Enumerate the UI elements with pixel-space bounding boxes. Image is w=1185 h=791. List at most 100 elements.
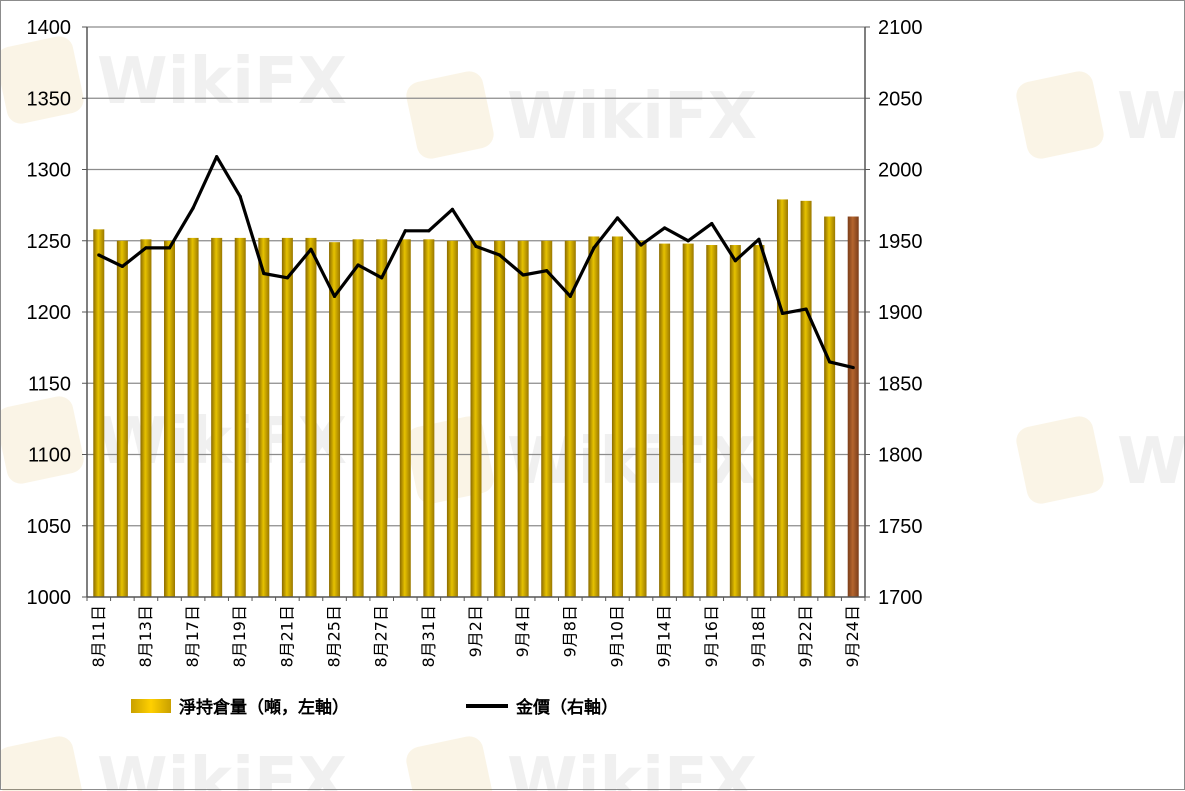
x-tick-label: 9月18日 [749, 605, 768, 668]
right-axis-ticks: 1700 1750 1800 1850 1900 1950 2000 2050 2100 [865, 17, 923, 609]
line-point [592, 246, 596, 250]
line-point [403, 229, 407, 233]
legend-bar-swatch [131, 699, 171, 713]
bar [659, 243, 671, 597]
right-tick-label: 2000 [878, 160, 923, 182]
line-point [780, 311, 785, 316]
x-tick-label: 8月21日 [277, 605, 296, 668]
line-point [497, 253, 502, 257]
bar [800, 200, 812, 597]
line-point [474, 244, 478, 249]
watermark: WikiFX [406, 71, 757, 159]
x-tick-label: 9月14日 [655, 605, 674, 668]
line-point [804, 307, 808, 311]
bar [824, 216, 836, 597]
bar [847, 216, 859, 597]
line-point [332, 294, 337, 298]
line-point [733, 259, 737, 263]
left-tick-label: 1350 [27, 88, 72, 110]
left-tick-label: 1000 [27, 587, 72, 609]
line-point [97, 253, 101, 257]
watermark: WikiFX [1, 36, 347, 124]
legend-bar-label: 淨持倉量（噸，左軸） [179, 697, 349, 718]
x-tick-label: 8月19日 [230, 605, 249, 668]
right-tick-label: 1700 [878, 587, 923, 609]
line-point [285, 276, 289, 280]
line-point [828, 360, 832, 364]
bar [187, 237, 199, 597]
left-tick-label: 1050 [27, 516, 72, 538]
x-tick-label: 8月17日 [183, 605, 202, 668]
bar [517, 240, 529, 597]
line-point [757, 237, 761, 241]
bar [635, 240, 647, 597]
left-tick-label: 1150 [28, 373, 71, 395]
left-tick-label: 1200 [27, 302, 72, 324]
line-point [521, 273, 525, 277]
bar [305, 237, 317, 597]
bar [588, 236, 600, 597]
bar [753, 245, 765, 597]
bar [352, 239, 364, 597]
watermark: WikiFX [1016, 416, 1185, 504]
bar [258, 237, 270, 597]
bar [211, 237, 223, 597]
bar [564, 240, 576, 597]
line-point [615, 216, 620, 220]
bar [93, 229, 105, 597]
bar [470, 240, 482, 597]
bar [281, 237, 293, 597]
line-point [238, 194, 242, 199]
x-tick-label: 9月2日 [466, 605, 485, 657]
x-tick-label: 8月13日 [136, 605, 155, 668]
x-tick-label: 8月31日 [419, 605, 438, 668]
line-point [686, 239, 690, 243]
x-tick-label: 9月22日 [796, 605, 815, 668]
line-point [663, 226, 667, 230]
line-point [450, 207, 455, 211]
right-tick-label: 1850 [878, 373, 923, 395]
line-point [380, 276, 384, 280]
legend-line-label: 金價（右軸） [515, 697, 618, 718]
line-point [191, 206, 195, 210]
left-tick-label: 1100 [28, 445, 71, 467]
bar [494, 240, 506, 597]
bar [329, 242, 341, 598]
x-tick-label: 8月25日 [325, 605, 344, 668]
right-tick-label: 1950 [878, 231, 923, 253]
svg-text:WikiFX: WikiFX [507, 745, 757, 791]
left-tick-label: 1400 [27, 17, 72, 39]
right-tick-label: 2100 [878, 17, 923, 39]
bar [376, 239, 388, 597]
line-point [262, 271, 266, 276]
line-point [120, 264, 124, 268]
right-tick-label: 1900 [878, 302, 923, 324]
bar [706, 245, 718, 597]
right-tick-label: 1750 [878, 516, 923, 538]
svg-text:WikiFX: WikiFX [97, 45, 347, 119]
bar [164, 240, 176, 597]
bar [116, 240, 128, 597]
line-point [710, 222, 714, 226]
legend: 淨持倉量（噸，左軸） 金價（右軸） [131, 697, 618, 718]
left-tick-label: 1300 [27, 160, 72, 182]
line-point [167, 246, 172, 250]
right-tick-label: 1800 [878, 445, 923, 467]
svg-text:WikiFX: WikiFX [1117, 425, 1185, 499]
x-tick-label: 9月4日 [513, 605, 532, 657]
line-point [568, 294, 572, 298]
left-tick-label: 1250 [27, 231, 72, 253]
bar [423, 239, 435, 597]
watermark: WikiFX [1016, 71, 1185, 159]
x-tick-label: 8月27日 [372, 605, 391, 668]
x-tick-label: 9月16日 [702, 605, 721, 668]
bar [729, 245, 741, 597]
watermark: WikiFX [1, 736, 347, 791]
x-tick-label: 8月11日 [89, 605, 108, 668]
x-axis-ticks: 8月11日 8月13日 8月17日 8月19日 8月21日 8月25日 8月27日 8月31日… [86, 597, 866, 668]
x-tick-label: 9月8日 [560, 605, 579, 657]
bar [140, 239, 152, 597]
line-point [851, 365, 855, 370]
